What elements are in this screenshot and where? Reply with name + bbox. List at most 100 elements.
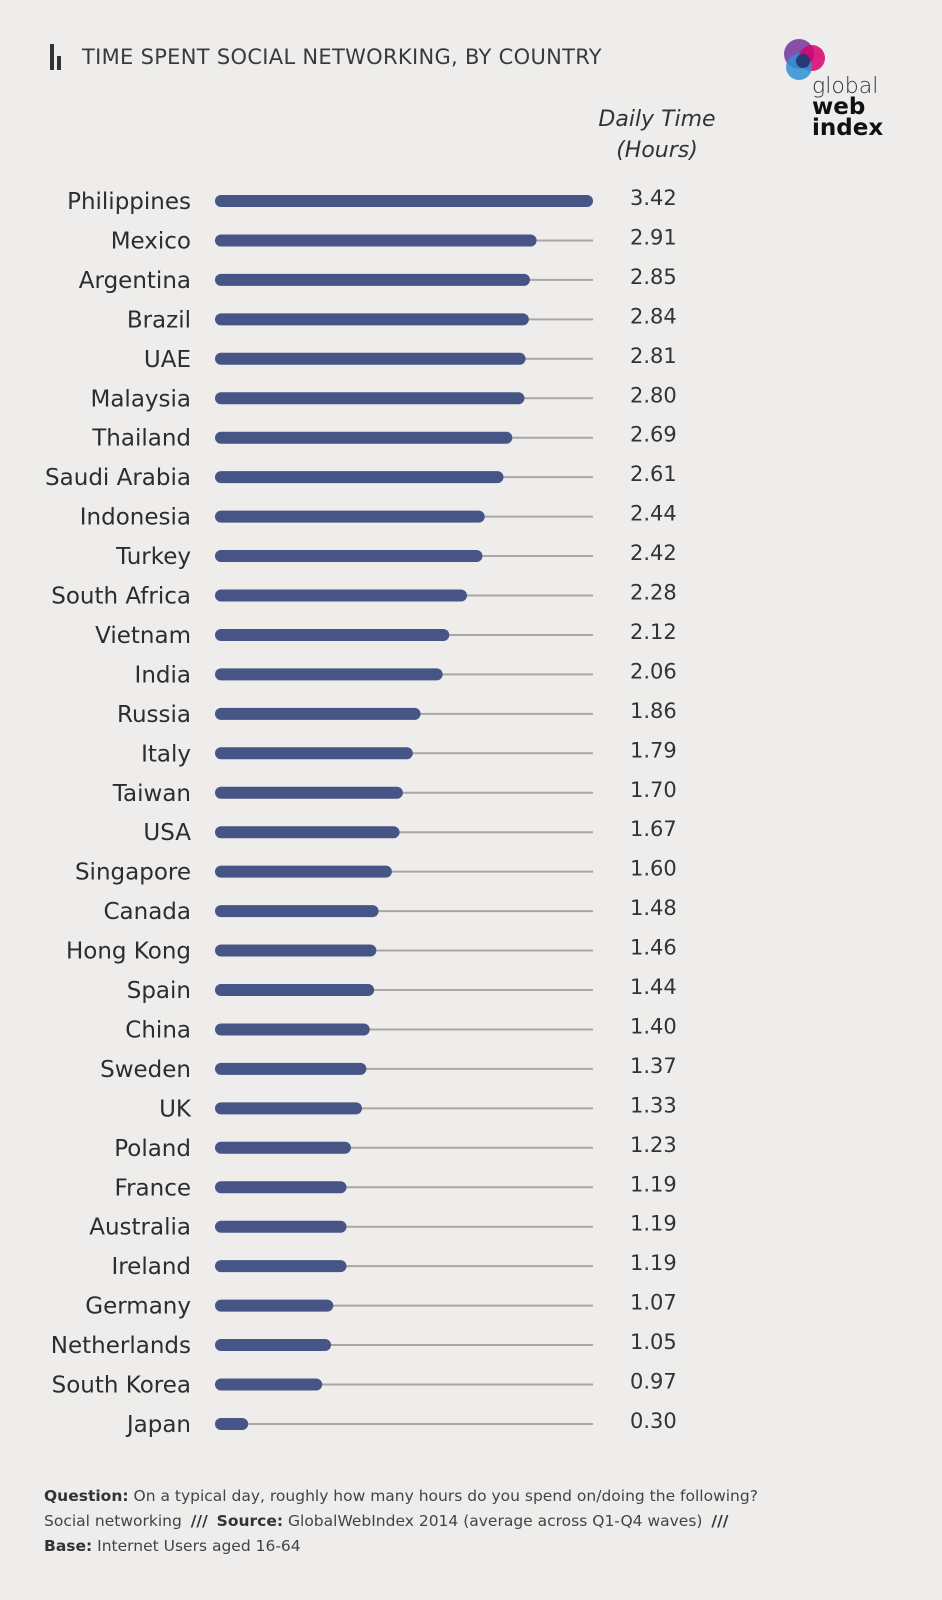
value-label: 2.69 [630, 423, 677, 447]
value-column-header-line2: (Hours) [616, 138, 698, 163]
category-label: Hong Kong [66, 939, 191, 965]
bar [215, 865, 392, 878]
bar-row: France 1.19 [115, 1172, 677, 1201]
bar-row: South Africa 2.28 [51, 581, 677, 610]
value-label: 1.79 [630, 738, 677, 762]
bar-chart: Philippines 3.42 Mexico 2.91 Argentina 2.85 Br… [45, 186, 677, 1438]
bar-row: Philippines 3.42 [67, 186, 677, 215]
bar-row: Ireland 1.19 [111, 1251, 676, 1280]
bar [215, 1220, 347, 1233]
logo-circles-icon [784, 39, 825, 80]
bar-row: Saudi Arabia 2.61 [45, 462, 677, 491]
bar-row: Thailand 2.69 [91, 423, 677, 452]
category-label: UAE [144, 347, 191, 373]
category-label: South Korea [52, 1373, 191, 1399]
bar [215, 826, 400, 839]
bar-row: UK 1.33 [159, 1093, 677, 1122]
bar [215, 510, 485, 523]
value-label: 1.86 [630, 699, 677, 723]
bar [215, 668, 443, 681]
chart-title: TIME SPENT SOCIAL NETWORKING, BY COUNTRY [82, 45, 602, 69]
category-label: Germany [85, 1294, 191, 1320]
category-label: China [125, 1017, 191, 1043]
logo-word-global: global [812, 74, 879, 99]
chart-footnote: Question: On a typical day, roughly how … [44, 1484, 764, 1559]
category-label: Philippines [67, 189, 191, 215]
value-label: 1.40 [630, 1014, 677, 1038]
bar-row: Canada 1.48 [103, 896, 676, 925]
bar-row: Germany 1.07 [85, 1291, 676, 1320]
category-label: Sweden [100, 1057, 191, 1083]
category-label: Vietnam [95, 623, 191, 649]
bar-row: Russia 1.86 [117, 699, 677, 728]
chart-header: TIME SPENT SOCIAL NETWORKING, BY COUNTRY [50, 44, 602, 70]
category-label: Singapore [75, 860, 191, 886]
category-label: UK [159, 1096, 192, 1122]
bar-row: Italy 1.79 [141, 738, 677, 767]
value-label: 1.48 [630, 896, 677, 920]
category-label: Indonesia [80, 505, 191, 531]
bar-row: Hong Kong 1.46 [66, 936, 677, 965]
category-label: India [135, 662, 191, 688]
value-label: 2.85 [630, 265, 677, 289]
bar-row: Vietnam 2.12 [95, 620, 677, 649]
bar [215, 707, 421, 720]
bar-row: Sweden 1.37 [100, 1054, 677, 1083]
category-label: Spain [127, 978, 191, 1004]
bar-row: UAE 2.81 [144, 344, 677, 373]
question-text: On a typical day, roughly how many hours… [44, 1487, 758, 1530]
bar [215, 589, 467, 602]
bar [215, 471, 504, 484]
bar-row: Singapore 1.60 [75, 857, 677, 886]
bar [215, 1299, 334, 1312]
value-label: 2.44 [630, 502, 677, 526]
bar [215, 786, 403, 799]
value-label: 1.07 [630, 1291, 677, 1315]
value-label: 1.33 [630, 1093, 677, 1117]
value-label: 2.61 [630, 462, 677, 486]
value-label: 0.30 [630, 1409, 677, 1433]
bar-row: Japan 0.30 [125, 1409, 677, 1438]
bar-row: Poland 1.23 [114, 1133, 677, 1162]
category-label: Italy [141, 741, 191, 767]
source-text: GlobalWebIndex 2014 (average across Q1-Q… [288, 1512, 703, 1530]
value-label: 2.80 [630, 383, 677, 407]
bar [215, 905, 379, 918]
value-label: 2.28 [630, 581, 677, 605]
bar-row: Spain 1.44 [127, 975, 677, 1004]
value-label: 1.67 [630, 817, 677, 841]
value-column-header: Daily Time (Hours) [582, 104, 732, 166]
bar [215, 234, 537, 247]
value-label: 2.84 [630, 304, 677, 328]
value-label: 2.81 [630, 344, 677, 368]
category-label: Saudi Arabia [45, 465, 191, 491]
value-label: 1.05 [630, 1330, 677, 1354]
bar-row: Turkey 2.42 [115, 541, 677, 570]
bar [215, 1102, 362, 1115]
value-label: 2.06 [630, 659, 677, 683]
category-label: Argentina [79, 268, 191, 294]
value-label: 1.44 [630, 975, 677, 999]
bar-row: China 1.40 [125, 1014, 676, 1043]
bar-row: Indonesia 2.44 [80, 502, 677, 531]
logo-word-web: web [812, 94, 866, 120]
bar-row: USA 1.67 [143, 817, 676, 846]
bar-chart-icon [50, 44, 66, 70]
bar [215, 352, 526, 365]
footnote-separator: /// [711, 1512, 729, 1530]
category-label: South Africa [51, 584, 191, 610]
value-label: 2.91 [630, 225, 677, 249]
value-label: 2.12 [630, 620, 677, 644]
footnote-separator: /// [190, 1512, 208, 1530]
bar [215, 1141, 351, 1154]
bar-row: Australia 1.19 [89, 1212, 677, 1241]
bar-row: India 2.06 [135, 659, 677, 688]
question-label: Question: [44, 1487, 129, 1505]
base-text: Internet Users aged 16-64 [97, 1537, 301, 1555]
base-label: Base: [44, 1537, 93, 1555]
category-label: Japan [125, 1412, 191, 1438]
bar [215, 1417, 249, 1430]
value-label: 1.46 [630, 936, 677, 960]
value-label: 1.19 [630, 1251, 677, 1275]
category-label: Russia [117, 702, 191, 728]
